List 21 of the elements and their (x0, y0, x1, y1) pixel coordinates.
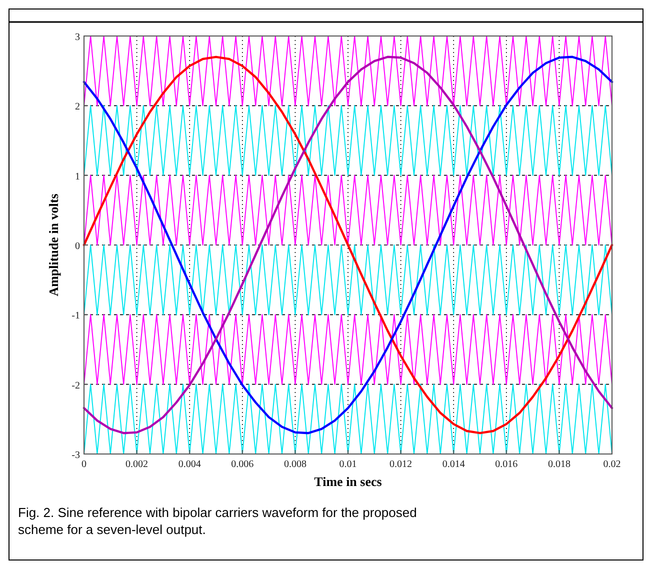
x-axis-title: Time in secs (314, 474, 382, 489)
y-tick-label: 2 (75, 102, 80, 113)
x-tick-label: 0.018 (548, 459, 570, 470)
x-tick-label: 0.008 (284, 459, 306, 470)
x-tick-label: 0.004 (178, 459, 201, 470)
y-tick-label: 1 (75, 171, 80, 182)
y-tick-label: -3 (72, 450, 80, 461)
y-tick-label: -2 (72, 380, 80, 392)
y-tick-label: 3 (75, 32, 80, 43)
y-tick-label: 0 (75, 241, 80, 252)
caption: Fig. 2. Sine reference with bipolar carriers waveform for the proposed scheme for a seven-level output. (18, 505, 417, 537)
line-series (82, 56, 614, 434)
x-tick-label: 0.02 (603, 459, 621, 470)
x-tick-label: 0.01 (339, 459, 357, 470)
x-tick-label: 0.002 (126, 459, 148, 470)
x-tick-label: 0.006 (231, 459, 254, 470)
x-tick-label: 0.016 (495, 459, 518, 470)
x-tick-label: 0.014 (442, 459, 465, 470)
y-axis-title: Amplitude in volts (46, 194, 61, 296)
y-tick-label: -1 (72, 310, 80, 322)
x-tick-label: 0.012 (390, 459, 412, 470)
